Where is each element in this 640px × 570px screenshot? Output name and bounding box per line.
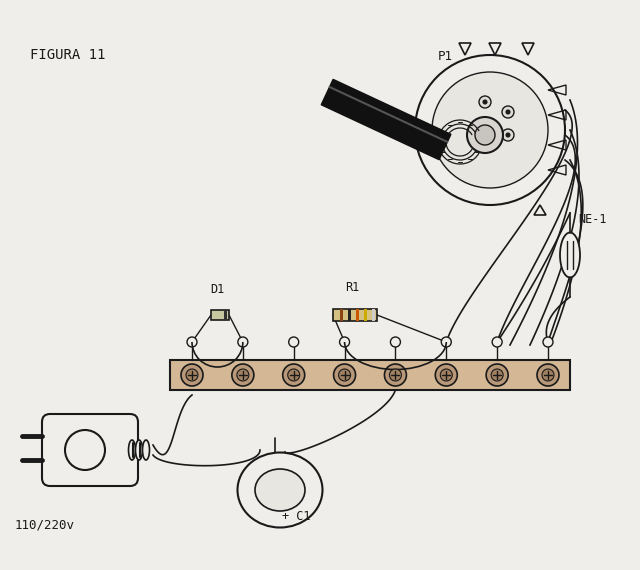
Circle shape bbox=[432, 72, 548, 188]
Circle shape bbox=[238, 337, 248, 347]
Text: P1: P1 bbox=[438, 50, 453, 63]
Circle shape bbox=[181, 364, 203, 386]
Circle shape bbox=[506, 110, 510, 114]
Ellipse shape bbox=[136, 440, 143, 460]
Ellipse shape bbox=[143, 440, 150, 460]
Circle shape bbox=[483, 100, 487, 104]
Bar bbox=[364, 309, 367, 321]
Ellipse shape bbox=[129, 440, 136, 460]
Circle shape bbox=[537, 364, 559, 386]
Circle shape bbox=[339, 369, 351, 381]
Bar bbox=[333, 309, 377, 321]
Circle shape bbox=[502, 106, 514, 118]
Bar bbox=[340, 309, 343, 321]
Ellipse shape bbox=[255, 469, 305, 511]
Circle shape bbox=[65, 430, 105, 470]
Circle shape bbox=[187, 337, 197, 347]
Text: D1: D1 bbox=[210, 283, 224, 296]
Circle shape bbox=[502, 129, 514, 141]
Text: R1: R1 bbox=[345, 281, 359, 294]
Text: 110/220v: 110/220v bbox=[15, 518, 75, 531]
Circle shape bbox=[467, 117, 503, 153]
Circle shape bbox=[506, 133, 510, 137]
Circle shape bbox=[333, 364, 356, 386]
Ellipse shape bbox=[560, 233, 580, 278]
Circle shape bbox=[237, 369, 249, 381]
Bar bbox=[211, 310, 229, 320]
Text: + C1: + C1 bbox=[282, 510, 310, 523]
Text: FIGURA 11: FIGURA 11 bbox=[30, 48, 106, 62]
Circle shape bbox=[486, 364, 508, 386]
Circle shape bbox=[415, 55, 565, 205]
Circle shape bbox=[543, 337, 553, 347]
Circle shape bbox=[390, 337, 401, 347]
Bar bbox=[372, 309, 375, 321]
Circle shape bbox=[283, 364, 305, 386]
Circle shape bbox=[288, 369, 300, 381]
Bar bbox=[170, 360, 570, 390]
Circle shape bbox=[542, 369, 554, 381]
Circle shape bbox=[479, 96, 491, 108]
Polygon shape bbox=[321, 79, 451, 160]
Circle shape bbox=[440, 369, 452, 381]
Circle shape bbox=[186, 369, 198, 381]
Circle shape bbox=[289, 337, 299, 347]
FancyBboxPatch shape bbox=[42, 414, 138, 486]
Bar bbox=[356, 309, 359, 321]
Bar bbox=[348, 309, 351, 321]
Circle shape bbox=[475, 125, 495, 145]
Circle shape bbox=[385, 364, 406, 386]
Circle shape bbox=[491, 369, 503, 381]
Circle shape bbox=[435, 364, 458, 386]
Circle shape bbox=[389, 369, 401, 381]
Circle shape bbox=[442, 337, 451, 347]
Bar bbox=[224, 310, 227, 320]
Ellipse shape bbox=[237, 453, 323, 527]
Circle shape bbox=[232, 364, 254, 386]
Circle shape bbox=[492, 337, 502, 347]
Circle shape bbox=[340, 337, 349, 347]
Text: NE-1: NE-1 bbox=[578, 213, 607, 226]
